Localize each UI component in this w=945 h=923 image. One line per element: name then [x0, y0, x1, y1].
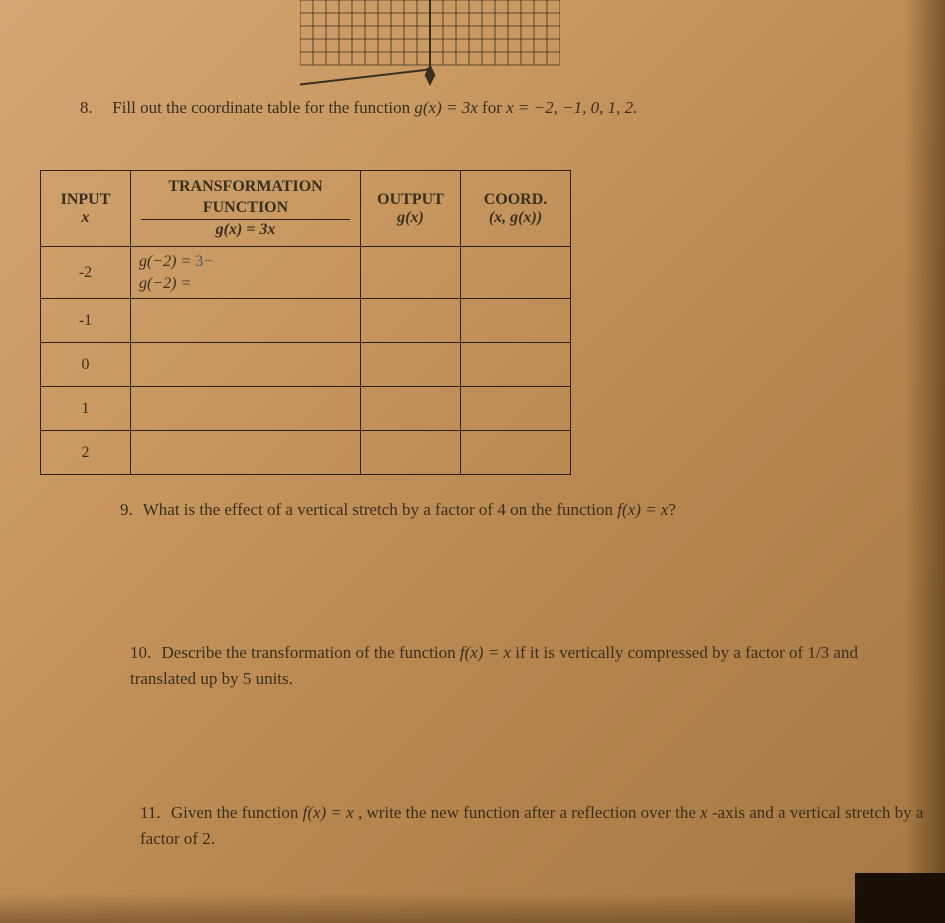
cell-output: [361, 431, 461, 475]
page-shadow: [0, 893, 945, 923]
header-sub: (x, g(x)): [471, 209, 560, 227]
question-text: Given the function: [171, 803, 303, 822]
question-number: 10.: [130, 640, 151, 666]
question-number: 8.: [80, 98, 108, 118]
table-header-row: INPUT x TRANSFORMATION FUNCTION g(x) = 3…: [41, 171, 571, 247]
cell-coord: [461, 431, 571, 475]
header-label: OUTPUT: [371, 191, 450, 209]
cell-coord: [461, 247, 571, 299]
coordinate-grid-icon: [300, 0, 560, 90]
table-row: 1: [41, 387, 571, 431]
header-label: FUNCTION: [141, 198, 350, 219]
cell-function: [131, 431, 361, 475]
header-label: COORD.: [471, 191, 560, 209]
axis-var: x: [700, 803, 708, 822]
grid-fragment: [300, 0, 560, 90]
question-text: What is the effect of a vertical stretch…: [143, 500, 618, 519]
cell-output: [361, 343, 461, 387]
cell-output: [361, 299, 461, 343]
cell-output: [361, 387, 461, 431]
cell-input: 1: [41, 387, 131, 431]
question-number: 9.: [120, 500, 133, 520]
cell-coord: [461, 299, 571, 343]
table: INPUT x TRANSFORMATION FUNCTION g(x) = 3…: [40, 170, 571, 475]
cell-coord: [461, 343, 571, 387]
x-values: x = −2, −1, 0, 1, 2.: [506, 98, 637, 117]
func-text: g(−2) =: [139, 275, 191, 292]
cell-input: -1: [41, 299, 131, 343]
cell-input: -2: [41, 247, 131, 299]
function-expr: g(x) = 3x: [414, 98, 477, 117]
header-coord: COORD. (x, g(x)): [461, 171, 571, 247]
func-text: g(−2) =: [139, 253, 195, 270]
question-number: 11.: [140, 800, 161, 826]
cell-coord: [461, 387, 571, 431]
cell-function: [131, 299, 361, 343]
table-row: 2: [41, 431, 571, 475]
worksheet-page: 8. Fill out the coordinate table for the…: [0, 0, 945, 923]
question-10: 10. Describe the transformation of the f…: [130, 640, 915, 691]
cell-function: [131, 343, 361, 387]
cell-input: 0: [41, 343, 131, 387]
cell-function: g(−2) = 3− g(−2) =: [131, 247, 361, 299]
cell-function: [131, 387, 361, 431]
header-label: TRANSFORMATION: [141, 177, 350, 198]
handwritten: 3−: [195, 253, 212, 270]
coordinate-table: INPUT x TRANSFORMATION FUNCTION g(x) = 3…: [40, 170, 571, 475]
page-shadow: [905, 0, 945, 923]
table-row: -1: [41, 299, 571, 343]
header-sub: g(x) = 3x: [141, 219, 350, 241]
header-input: INPUT x: [41, 171, 131, 247]
function-expr: f(x) = x: [460, 643, 511, 662]
function-expr: f(x) = x: [303, 803, 354, 822]
header-function: TRANSFORMATION FUNCTION g(x) = 3x: [131, 171, 361, 247]
question-text: , write the new function after a reflect…: [358, 803, 700, 822]
header-output: OUTPUT g(x): [361, 171, 461, 247]
dark-corner: [855, 873, 945, 923]
question-text: Fill out the coordinate table for the fu…: [112, 98, 414, 117]
question-8: 8. Fill out the coordinate table for the…: [80, 98, 905, 118]
question-text: for: [482, 98, 506, 117]
question-9: 9. What is the effect of a vertical stre…: [120, 500, 905, 520]
header-sub: g(x): [371, 209, 450, 227]
table-row: -2 g(−2) = 3− g(−2) =: [41, 247, 571, 299]
table-row: 0: [41, 343, 571, 387]
question-11: 11. Given the function f(x) = x , write …: [140, 800, 925, 851]
question-text: ?: [668, 500, 676, 519]
question-text: Describe the transformation of the funct…: [162, 643, 460, 662]
header-sub: x: [51, 209, 120, 227]
header-label: INPUT: [51, 191, 120, 209]
function-expr: f(x) = x: [617, 500, 668, 519]
cell-input: 2: [41, 431, 131, 475]
cell-output: [361, 247, 461, 299]
